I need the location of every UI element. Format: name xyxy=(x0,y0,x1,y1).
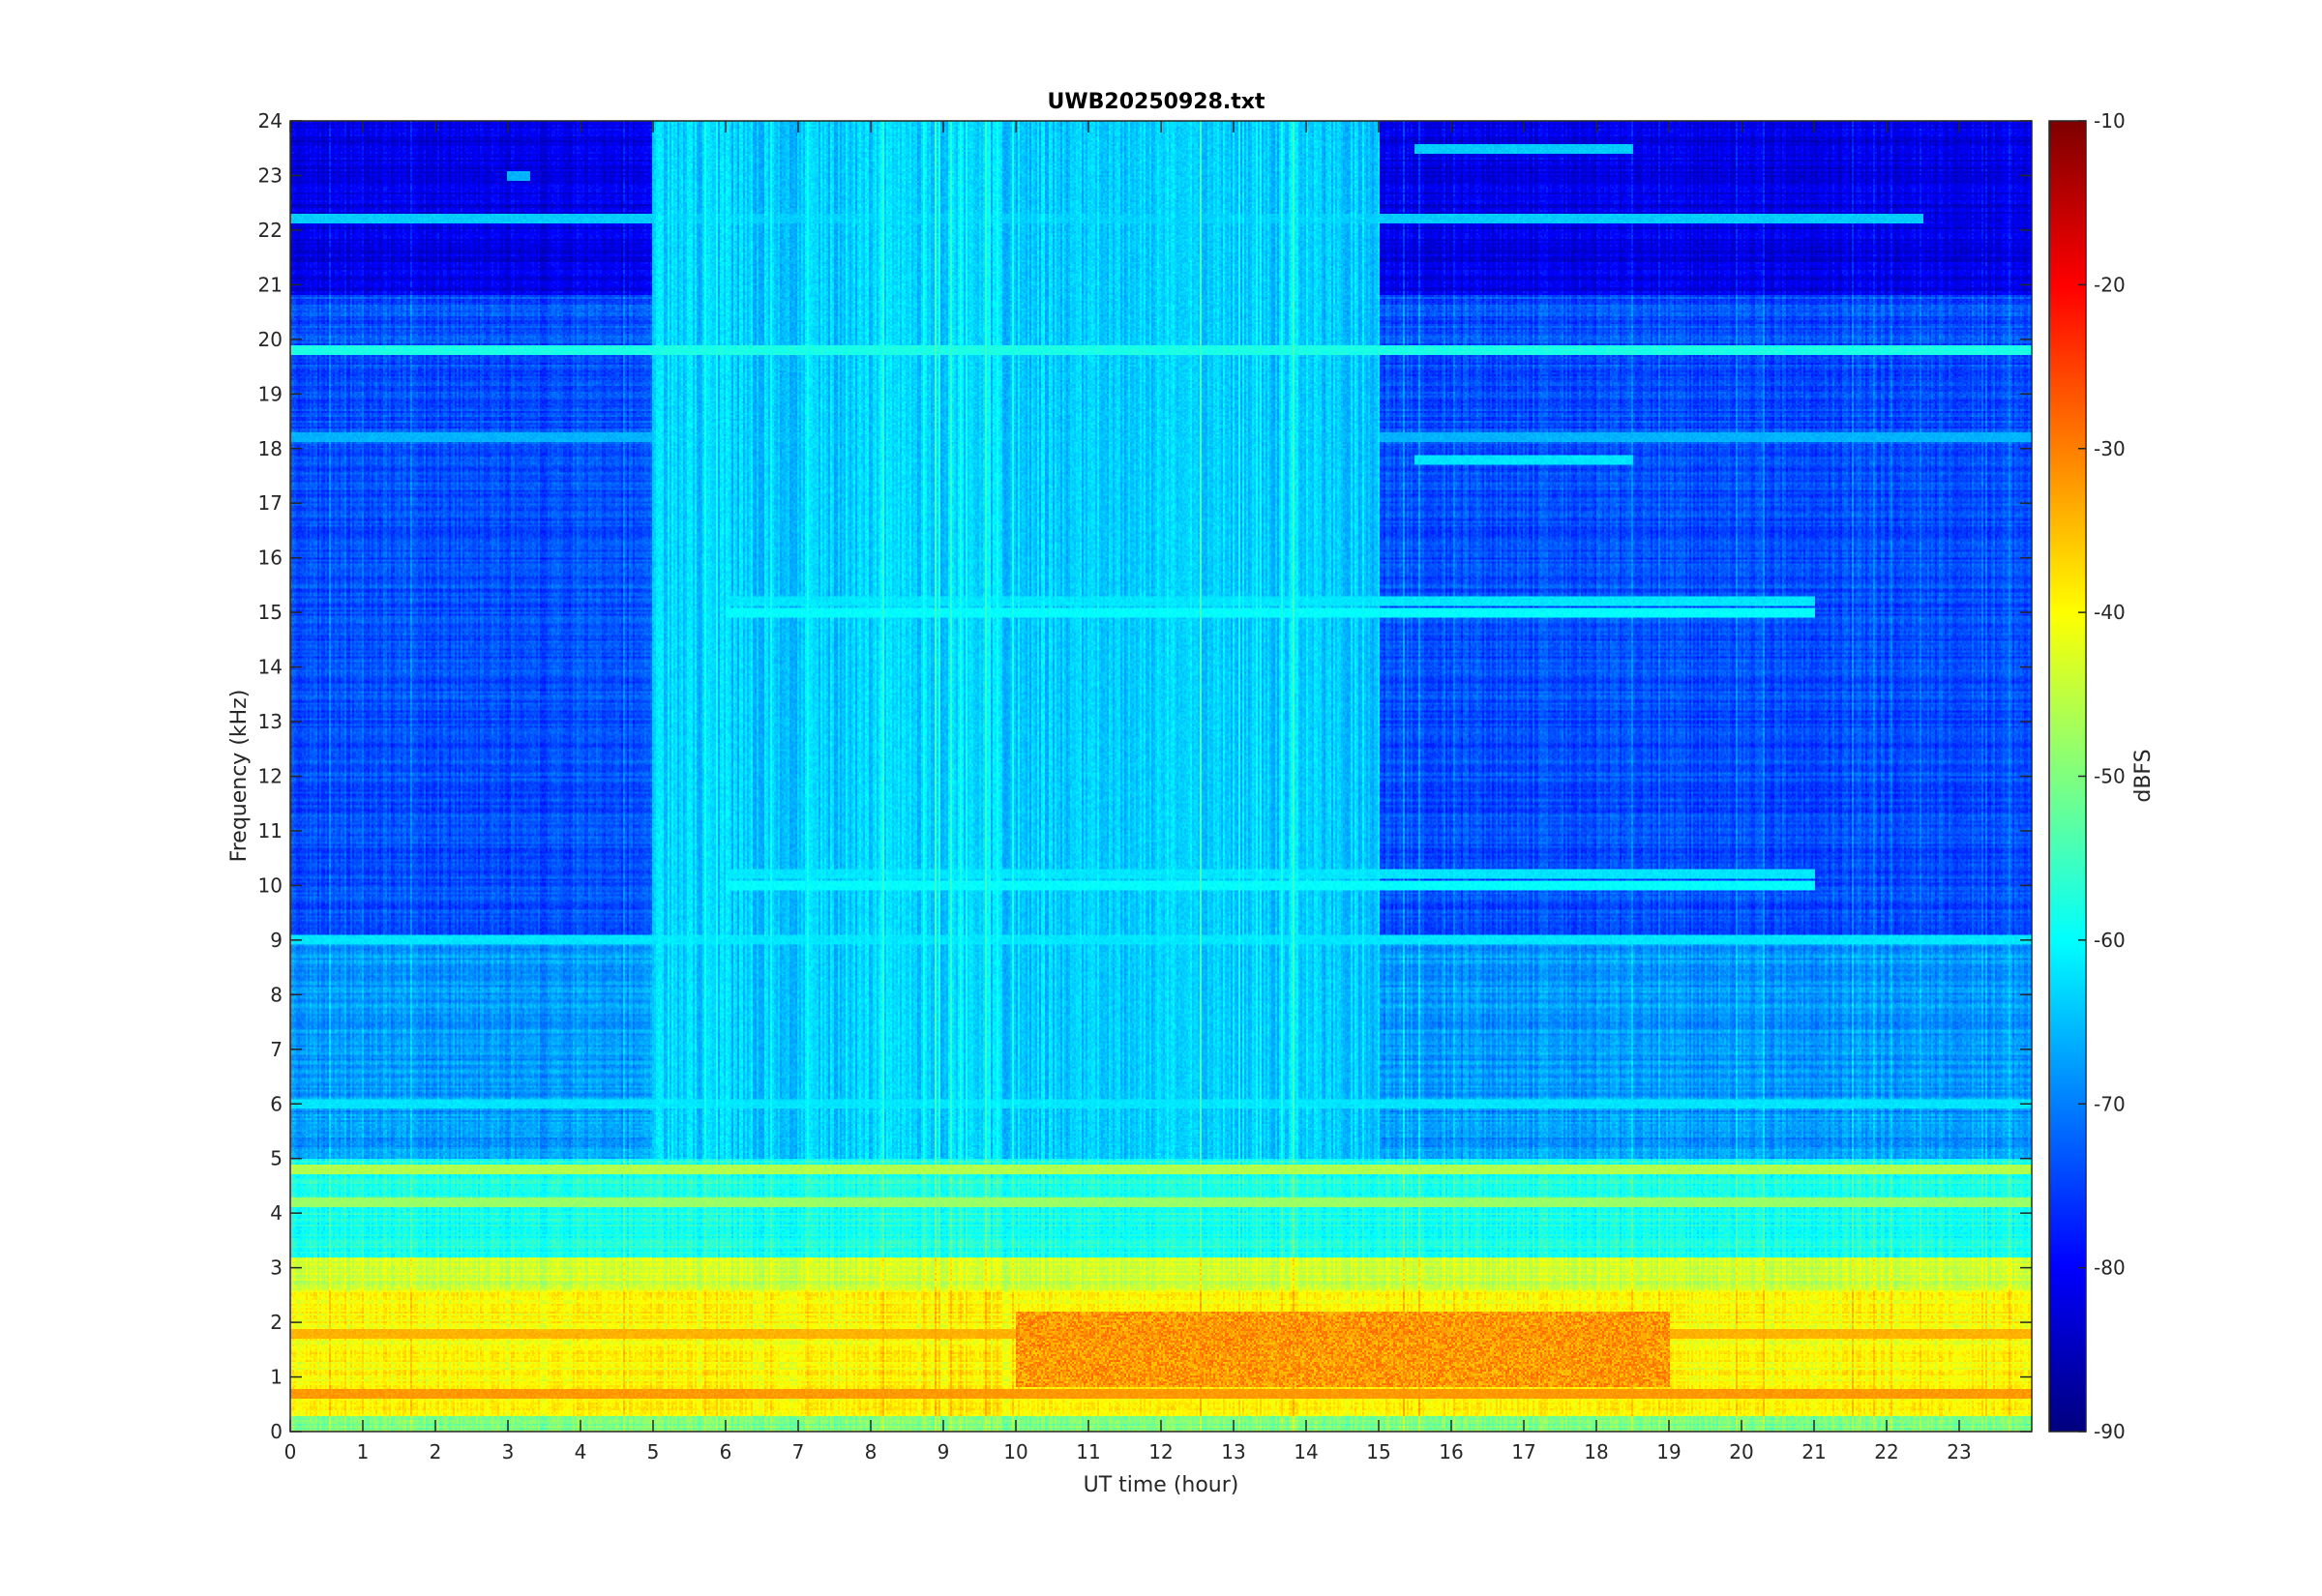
x-tick-label: 0 xyxy=(284,1440,297,1463)
colorbar-tick-label: -80 xyxy=(2094,1256,2126,1280)
y-tick-label: 11 xyxy=(258,819,283,842)
x-axis: 0 1 2 3 4 5 6 7 8 9 10 11 12 13 14 15 16 17 18 19 20 21 22 23 xyxy=(284,121,1972,1463)
y-tick-label: 5 xyxy=(270,1147,283,1170)
colorbar-tick-label: -60 xyxy=(2094,929,2126,952)
x-tick-label: 11 xyxy=(1076,1440,1100,1463)
y-tick-label: 20 xyxy=(258,328,283,351)
y-tick-label: 7 xyxy=(270,1038,283,1061)
y-tick-label: 2 xyxy=(270,1311,283,1334)
y-tick-label: 21 xyxy=(258,273,283,296)
x-tick-label: 17 xyxy=(1511,1440,1535,1463)
y-tick-label: 4 xyxy=(270,1201,283,1225)
y-tick-label: 6 xyxy=(270,1092,283,1115)
x-tick-label: 1 xyxy=(357,1440,370,1463)
spectrogram-heatmap xyxy=(290,121,2032,1432)
y-tick-label: 19 xyxy=(258,382,283,405)
colorbar-tick-label: -70 xyxy=(2094,1092,2126,1115)
x-tick-label: 23 xyxy=(1947,1440,1971,1463)
y-axis-label: Frequency (kHz) xyxy=(227,690,252,863)
x-tick-label: 22 xyxy=(1874,1440,1898,1463)
x-tick-label: 10 xyxy=(1003,1440,1027,1463)
y-tick-label: 1 xyxy=(270,1366,283,1389)
y-tick-label: 12 xyxy=(258,765,283,788)
y-tick-label: 10 xyxy=(258,873,283,897)
y-tick-label: 3 xyxy=(270,1256,283,1280)
x-tick-label: 8 xyxy=(865,1440,878,1463)
y-tick-label: 22 xyxy=(258,219,283,242)
y-tick-label: 16 xyxy=(258,547,283,570)
x-axis-label: UT time (hour) xyxy=(1084,1473,1239,1497)
y-tick-label: 18 xyxy=(258,437,283,460)
x-tick-label: 21 xyxy=(1801,1440,1826,1463)
x-tick-label: 20 xyxy=(1729,1440,1753,1463)
x-tick-label: 6 xyxy=(720,1440,732,1463)
colorbar-tick-label: -50 xyxy=(2094,765,2126,788)
colorbar-label: dBFS xyxy=(2131,749,2156,802)
chart-title: UWB20250928.txt xyxy=(1048,90,1265,114)
y-tick-label: 24 xyxy=(258,109,283,133)
y-tick-label: 0 xyxy=(270,1420,283,1443)
colorbar-tick-label: -30 xyxy=(2094,437,2126,460)
x-tick-label: 4 xyxy=(575,1440,587,1463)
x-tick-label: 19 xyxy=(1656,1440,1681,1463)
x-tick-label: 7 xyxy=(792,1440,805,1463)
x-tick-label: 14 xyxy=(1294,1440,1318,1463)
y-tick-label: 17 xyxy=(258,491,283,515)
colorbar-ticks: -90 -80 -70 -60 -50 -40 -30 -20 -10 xyxy=(2078,109,2126,1443)
y-tick-label: 23 xyxy=(258,163,283,187)
x-tick-label: 18 xyxy=(1584,1440,1608,1463)
colorbar-tick-label: -20 xyxy=(2094,273,2126,296)
colorbar-tick-label: -40 xyxy=(2094,601,2126,624)
y-tick-label: 15 xyxy=(258,601,283,624)
y-tick-label: 9 xyxy=(270,929,283,952)
x-tick-label: 13 xyxy=(1221,1440,1245,1463)
colorbar-tick-label: -90 xyxy=(2094,1420,2126,1443)
colorbar: -90 -80 -70 -60 -50 -40 -30 -20 -10 dBFS xyxy=(2048,109,2156,1443)
y-tick-label: 8 xyxy=(270,983,283,1006)
colorbar-tick-label: -10 xyxy=(2094,109,2126,133)
y-tick-label: 14 xyxy=(258,656,283,679)
x-tick-label: 3 xyxy=(502,1440,515,1463)
x-tick-label: 5 xyxy=(647,1440,660,1463)
x-tick-label: 2 xyxy=(430,1440,442,1463)
x-tick-label: 15 xyxy=(1366,1440,1390,1463)
x-tick-label: 9 xyxy=(938,1440,950,1463)
plot-area xyxy=(289,120,2033,1433)
x-tick-label: 12 xyxy=(1148,1440,1173,1463)
y-tick-label: 13 xyxy=(258,710,283,733)
x-tick-label: 16 xyxy=(1439,1440,1463,1463)
